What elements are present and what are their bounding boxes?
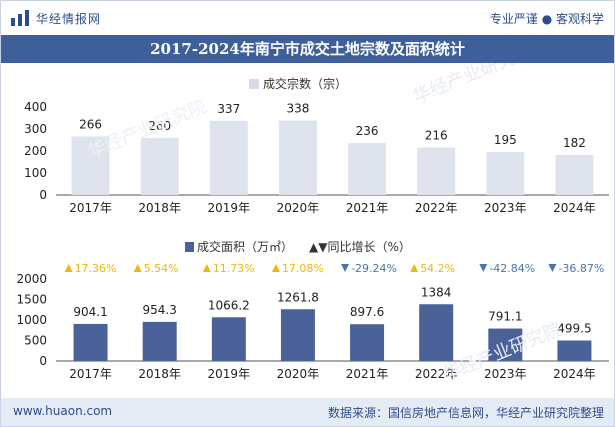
y-tick-label: 100	[24, 166, 47, 180]
data-label: 791.1	[488, 310, 522, 324]
y-tick-label: 1000	[16, 313, 47, 327]
x-tick-label: 2022年	[415, 367, 458, 381]
growth-label: -29.24%	[351, 262, 397, 275]
growth-down-icon	[548, 264, 557, 272]
y-tick-label: 200	[24, 144, 47, 158]
footer-website[interactable]: www.huaon.com	[13, 404, 113, 418]
y-tick-label: 300	[24, 122, 47, 136]
bar-land-count	[417, 147, 456, 195]
x-tick-label: 2017年	[69, 201, 112, 215]
footer: www.huaon.com 数据来源：国信房地产信息网，华经产业研究院整理	[1, 398, 614, 426]
x-tick-label: 2019年	[208, 367, 251, 381]
chart-land-count: 成交宗数（宗） 0 100 200 300 400 266 2017年 260 2018年 337 2…	[24, 76, 609, 215]
data-label: 260	[148, 119, 171, 133]
y-tick-label: 400	[24, 100, 47, 114]
growth-up-icon	[410, 264, 419, 272]
data-label: 236	[356, 124, 379, 138]
growth-label: 17.08%	[282, 262, 324, 275]
growth-label: 5.54%	[144, 262, 179, 275]
bar-land-area	[419, 304, 454, 361]
bar-land-area	[488, 328, 523, 361]
x-tick-label: 2023年	[484, 201, 527, 215]
x-tick-label: 2023年	[484, 367, 527, 381]
data-label: 195	[494, 133, 517, 147]
growth-label: 54.2%	[420, 262, 455, 275]
chart-land-area: 成交面积（万㎡） ▲▼同比增长（%） 0 500 1000 1500 2000 904.1 20…	[16, 239, 609, 381]
data-label: 897.6	[350, 305, 384, 319]
bar-land-count	[348, 143, 387, 195]
growth-down-icon	[479, 264, 488, 272]
logo-icon	[11, 10, 29, 26]
footer-source: 数据来源：国信房地产信息网，华经产业研究院整理	[327, 406, 604, 420]
bar-land-area	[142, 321, 177, 361]
growth-up-icon	[64, 264, 73, 272]
x-tick-label: 2018年	[138, 367, 181, 381]
data-label: 338	[286, 102, 309, 116]
bar-land-count	[209, 120, 248, 195]
bar-land-area	[73, 323, 108, 361]
data-label: 499.5	[557, 322, 591, 336]
x-tick-label: 2021年	[346, 201, 389, 215]
x-tick-label: 2020年	[277, 201, 320, 215]
charts-area: 成交宗数（宗） 0 100 200 300 400 266 2017年 260 2018年 337 2…	[16, 63, 609, 386]
data-label: 1261.8	[277, 290, 319, 304]
y-tick-label: 2000	[16, 272, 47, 286]
brand-name[interactable]: 华经情报网	[36, 12, 102, 26]
bar-land-count	[140, 137, 179, 195]
bar-land-area	[280, 309, 315, 361]
x-tick-label: 2018年	[138, 201, 181, 215]
y-tick-label: 1500	[16, 293, 47, 307]
bar-land-count	[486, 152, 525, 195]
legend-label: ▲▼同比增长（%）	[309, 240, 411, 254]
top-bar: 华经情报网 专业严谨 ● 客观科学	[1, 1, 614, 35]
legend-swatch	[249, 79, 259, 89]
growth-label: 11.73%	[213, 262, 255, 275]
data-label: 1384	[421, 285, 452, 299]
data-label: 182	[563, 136, 586, 150]
data-label: 1066.2	[208, 298, 250, 312]
title-bar: 2017-2024年南宁市成交土地宗数及面积统计	[1, 35, 614, 63]
y-tick-label: 0	[39, 354, 47, 368]
bar-land-count	[555, 154, 594, 195]
page-title: 2017-2024年南宁市成交土地宗数及面积统计	[150, 40, 465, 58]
bar-land-area	[211, 317, 246, 361]
x-tick-label: 2024年	[553, 201, 596, 215]
bar-land-count	[278, 120, 317, 195]
legend-swatch	[185, 242, 194, 252]
bar-land-area	[350, 324, 385, 361]
growth-label: -42.84%	[489, 262, 535, 275]
x-tick-label: 2017年	[69, 367, 112, 381]
x-tick-label: 2019年	[208, 201, 251, 215]
x-tick-label: 2021年	[346, 367, 389, 381]
growth-down-icon	[341, 264, 350, 272]
legend-label: 成交宗数（宗）	[263, 76, 347, 91]
y-tick-label: 0	[39, 188, 47, 202]
watermark-text: 华经产业研究院	[410, 63, 535, 108]
x-tick-label: 2024年	[553, 367, 596, 381]
growth-up-icon	[271, 264, 280, 272]
x-tick-label: 2020年	[277, 367, 320, 381]
growth-up-icon	[202, 264, 211, 272]
data-label: 337	[217, 102, 240, 116]
growth-label: -36.87%	[558, 262, 604, 275]
data-label: 216	[425, 128, 448, 142]
y-tick-label: 500	[24, 334, 47, 348]
data-label: 266	[79, 117, 102, 131]
bar-land-area	[557, 340, 592, 361]
growth-label: 17.36%	[75, 262, 117, 275]
growth-up-icon	[133, 264, 142, 272]
x-tick-label: 2022年	[415, 201, 458, 215]
slogan: 专业严谨 ● 客观科学	[489, 12, 604, 26]
data-label: 954.3	[143, 303, 177, 317]
data-label: 904.1	[73, 305, 107, 319]
bar-land-count	[71, 136, 110, 195]
legend-label: 成交面积（万㎡）	[197, 239, 293, 254]
